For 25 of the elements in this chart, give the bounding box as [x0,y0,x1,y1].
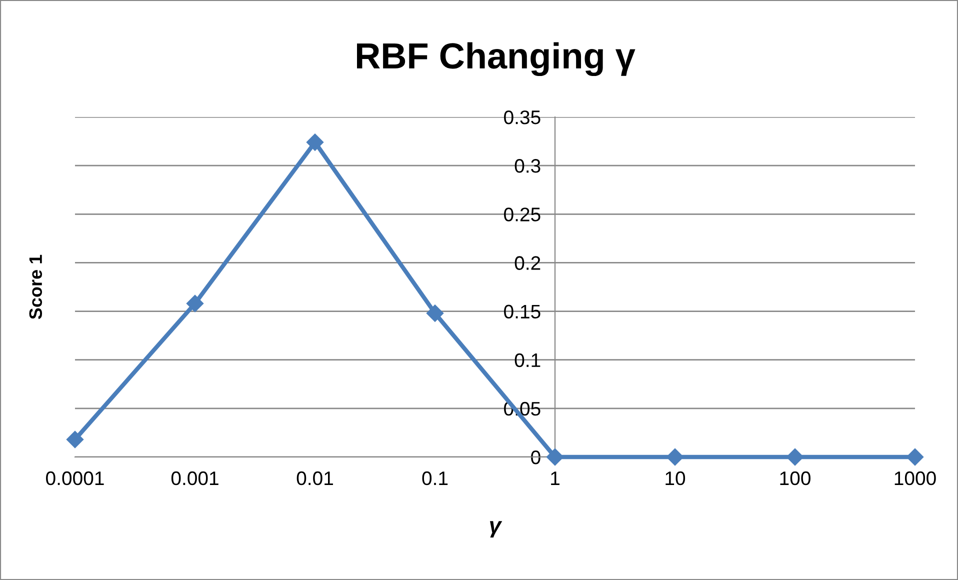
point [66,430,84,448]
x-tick-label: 1 [551,472,560,485]
point [426,304,444,322]
point [306,134,324,151]
chart-title: RBF Changing γ [357,42,636,76]
y-tick-label: 0.25 [504,208,540,222]
x-tick-label: 0.001 [171,471,218,486]
x-tick-label: 0.0001 [46,471,104,486]
x-tick-label: 100 [780,471,810,486]
x-tick-label: 1000 [894,471,936,486]
point [906,448,924,466]
x-tick-label: 0.01 [296,471,333,486]
point [786,448,804,466]
x-axis-title: γ [490,521,502,538]
y-tick-label: 0.2 [514,256,540,270]
y-tick-label: 0.1 [514,353,540,368]
y-tick-label: 0.15 [504,304,540,319]
point [186,294,204,312]
point [546,448,564,466]
x-tick-label: 0.1 [422,471,448,486]
y-tick-label: 0.3 [514,159,540,173]
y-axis-title: Score 1 [29,254,42,320]
y-tick-label: 0.35 [504,110,540,124]
point [666,448,684,466]
x-tick-label: 10 [666,471,686,486]
